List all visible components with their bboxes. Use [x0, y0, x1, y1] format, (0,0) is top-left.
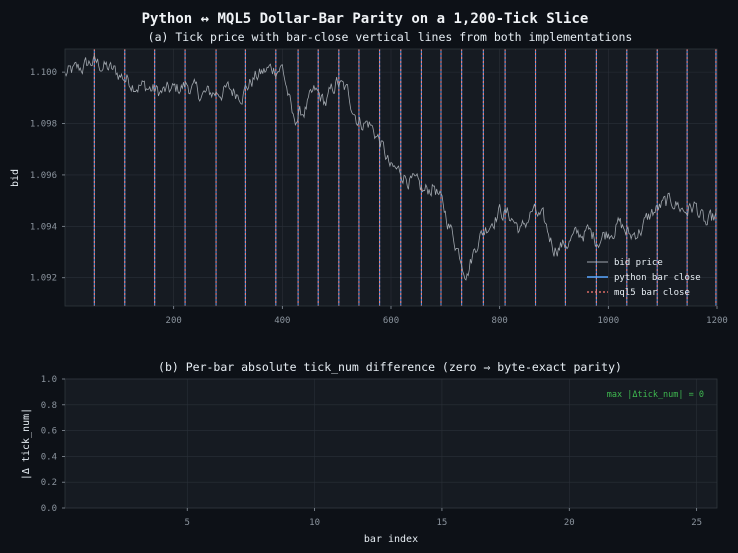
panel-b-background: [65, 379, 717, 508]
panel-b-y-tick-label: 0.6: [41, 427, 57, 437]
panel-b-x-tick-label: 25: [691, 518, 702, 528]
panel-a-x-tick-label: 1000: [597, 316, 619, 326]
legend-label-mql5: mql5 bar close: [614, 288, 690, 298]
panel-a-y-tick-label: 1.096: [30, 171, 57, 181]
panel-a-y-tick-label: 1.098: [30, 120, 57, 130]
bid-price-line: [64, 53, 718, 281]
panel-b-x-tick-label: 10: [309, 518, 320, 528]
panel-a-y-tick-label: 1.100: [30, 68, 57, 78]
panel-a-y-ticks: 1.092 1.094 1.096 1.098 1.100: [30, 68, 65, 284]
max-diff-annotation: max |Δtick_num| = 0: [607, 390, 704, 400]
panel-b-x-tick-label: 5: [185, 518, 190, 528]
panel-a-x-tick-label: 1200: [706, 316, 728, 326]
panel-b-y-tick-label: 0.4: [41, 452, 57, 462]
figure-title: Python ↔ MQL5 Dollar-Bar Parity on a 1,2…: [142, 11, 589, 27]
panel-a-title: (a) Tick price with bar-close vertical l…: [148, 30, 633, 44]
panel-b-x-label: bar index: [364, 534, 418, 545]
panel-a-x-tick-label: 800: [492, 316, 508, 326]
panel-b-title: (b) Per-bar absolute tick_num difference…: [158, 360, 622, 374]
panel-a-y-tick-label: 1.092: [30, 274, 57, 284]
panel-a-x-tick-label: 400: [274, 316, 290, 326]
panel-b-frame: [64, 378, 718, 509]
panel-b: (b) Per-bar absolute tick_num difference…: [21, 360, 718, 545]
panel-b-x-ticks: 5 10 15 20 25: [185, 508, 702, 528]
panel-b-y-tick-label: 0.8: [41, 401, 57, 411]
panel-b-x-tick-label: 15: [437, 518, 448, 528]
panel-b-y-tick-label: 0.2: [41, 478, 57, 488]
panel-b-y-tick-label: 1.0: [41, 375, 57, 385]
panel-b-y-label: |Δ tick_num|: [21, 408, 32, 480]
legend-label-python: python bar close: [614, 273, 701, 283]
panel-a-x-tick-label: 600: [383, 316, 399, 326]
panel-b-y-ticks: 0.0 0.2 0.4 0.6 0.8 1.0: [41, 375, 65, 514]
panel-a: (a) Tick price with bar-close vertical l…: [10, 30, 728, 326]
panel-a-legend: bid price python bar close mql5 bar clos…: [587, 258, 701, 298]
panel-a-y-label: bid: [10, 169, 21, 187]
panel-a-y-tick-label: 1.094: [30, 222, 57, 232]
legend-label-bid-price: bid price: [614, 258, 663, 268]
panel-a-x-tick-label: 200: [166, 316, 182, 326]
panel-a-x-ticks: 200 400 600 800 1000 1200: [166, 306, 728, 326]
panel-a-bar-closes: [93, 49, 717, 306]
panel-b-y-tick-label: 0.0: [41, 504, 57, 514]
panel-b-x-tick-label: 20: [564, 518, 575, 528]
